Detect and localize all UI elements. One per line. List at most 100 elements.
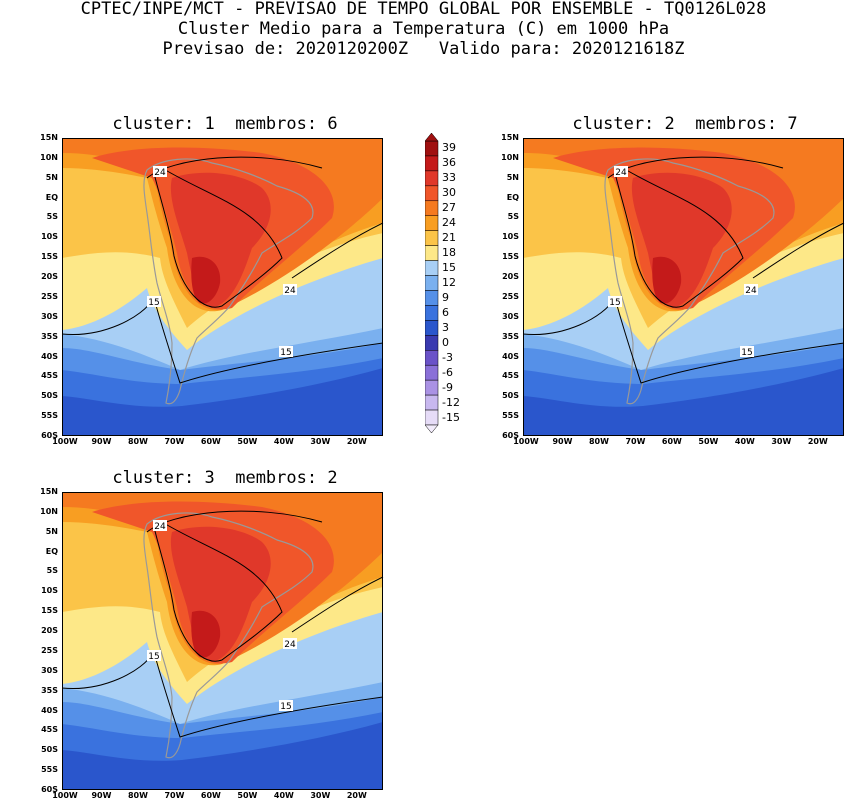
colorbar-label: 39: [442, 141, 456, 155]
lon-tick-label: 70W: [164, 791, 185, 800]
lon-tick-label: 30W: [771, 437, 792, 446]
svg-text:15: 15: [741, 348, 752, 358]
colorbar-label: 6: [442, 305, 449, 319]
colorbar-label: -3: [442, 350, 453, 364]
svg-text:24: 24: [615, 168, 627, 178]
lat-tick-label: 30S: [41, 665, 58, 675]
lon-tick-label: 60W: [661, 437, 682, 446]
lon-tick-label: 30W: [310, 437, 331, 446]
colorbar-swatch: [424, 155, 439, 172]
lat-tick-label: 25S: [502, 291, 519, 301]
colorbar-label: -12: [442, 395, 460, 409]
lon-tick-label: 40W: [273, 437, 294, 446]
contour-label: 15: [279, 700, 293, 712]
colorbar-swatch: [424, 200, 439, 216]
colorbar-label: 9: [442, 290, 449, 304]
lat-tick-label: 5N: [45, 526, 58, 536]
svg-text:15: 15: [609, 298, 620, 308]
lat-tick-label: 30S: [502, 311, 519, 321]
contour-label: 15: [147, 650, 161, 662]
colorbar-swatch: [424, 185, 439, 202]
temperature-band: [191, 610, 221, 658]
colorbar-label: -9: [442, 380, 453, 394]
contour-label: 15: [740, 346, 754, 358]
lat-tick-label: 10N: [501, 152, 519, 162]
coastline: [143, 512, 314, 759]
colorbar-swatch: [424, 335, 439, 351]
lon-tick-label: 80W: [588, 437, 609, 446]
map-canvas: 24 24 15 15: [522, 138, 845, 436]
lat-tick-label: 10S: [41, 232, 58, 242]
lat-tick-label: 20S: [41, 272, 58, 282]
contour-label: 15: [279, 346, 293, 358]
svg-text:24: 24: [284, 286, 296, 296]
colorbar-swatch: [424, 305, 439, 321]
lat-tick-label: 55S: [502, 411, 519, 421]
colorbar-swatch: [424, 275, 439, 291]
colorbar-label: 3: [442, 320, 449, 334]
lon-tick-label: 80W: [127, 791, 148, 800]
lat-tick-label: 15S: [41, 252, 58, 262]
lat-tick-label: 25S: [41, 645, 58, 655]
lat-tick-label: 15S: [502, 252, 519, 262]
contour-15: [522, 296, 845, 384]
lon-tick-label: 60W: [200, 791, 221, 800]
panel-2-title: cluster: 2 membros: 7: [572, 114, 798, 134]
coastline: [604, 158, 775, 405]
lon-tick-label: 70W: [164, 437, 185, 446]
colorbar-label: 18: [442, 246, 456, 260]
lon-tick-label: 50W: [698, 437, 719, 446]
svg-text:15: 15: [148, 298, 159, 308]
lat-tick-label: 60S: [502, 431, 519, 440]
lon-tick-label: 90W: [91, 437, 112, 446]
lat-tick-label: 50S: [41, 391, 58, 401]
contour-label: 24: [744, 284, 758, 296]
contour-15: [61, 650, 384, 738]
colorbar-swatch: [424, 260, 439, 276]
panel-3-title: cluster: 3 membros: 2: [112, 468, 338, 488]
lat-tick-label: 40S: [502, 351, 519, 361]
lon-tick-label: 100W: [52, 791, 78, 800]
colorbar-swatch: [424, 230, 439, 246]
colorbar-swatch: [424, 140, 439, 157]
lat-tick-label: 25S: [41, 291, 58, 301]
svg-text:15: 15: [280, 702, 291, 712]
lat-tick-label: 20S: [41, 626, 58, 636]
svg-text:24: 24: [154, 522, 166, 532]
lat-tick-label: 45S: [502, 371, 519, 381]
svg-text:15: 15: [148, 652, 159, 662]
lat-tick-label: 50S: [502, 391, 519, 401]
panel-1-title: cluster: 1 membros: 6: [112, 114, 338, 134]
coastline: [143, 158, 314, 405]
lat-tick-label: EQ: [45, 546, 58, 556]
lat-tick-label: 20S: [502, 272, 519, 282]
lat-tick-label: 50S: [41, 745, 58, 755]
map-panel-1: 24 24 15 15: [61, 138, 384, 436]
contour-15: [61, 296, 384, 384]
lon-tick-label: 20W: [346, 791, 367, 800]
lat-tick-label: 10S: [41, 586, 58, 596]
lat-tick-label: 15N: [40, 133, 58, 142]
colorbar-swatch: [424, 320, 439, 336]
contour-label: 15: [147, 296, 161, 308]
lon-tick-label: 20W: [807, 437, 828, 446]
colorbar-boxes: [424, 132, 439, 434]
contour-label: 24: [153, 520, 167, 532]
colorbar-label: 33: [442, 171, 456, 185]
colorbar-label: 36: [442, 156, 456, 170]
lat-tick-label: 5S: [46, 212, 58, 222]
contour-label: 24: [614, 166, 628, 178]
colorbar-label: 21: [442, 231, 456, 245]
lat-tick-label: 5N: [45, 172, 58, 182]
colorbar-swatch: [424, 350, 439, 366]
lat-tick-label: EQ: [506, 192, 519, 202]
contour-label: 24: [283, 284, 297, 296]
colorbar-swatch: [424, 379, 439, 396]
map-panel-3: 24 24 15 15: [61, 492, 384, 790]
lat-tick-label: 40S: [41, 705, 58, 715]
colorbar-swatch: [424, 364, 439, 381]
lon-tick-label: 70W: [625, 437, 646, 446]
lon-tick-label: 50W: [237, 437, 258, 446]
colorbar-label: -15: [442, 410, 460, 424]
lon-tick-label: 20W: [346, 437, 367, 446]
